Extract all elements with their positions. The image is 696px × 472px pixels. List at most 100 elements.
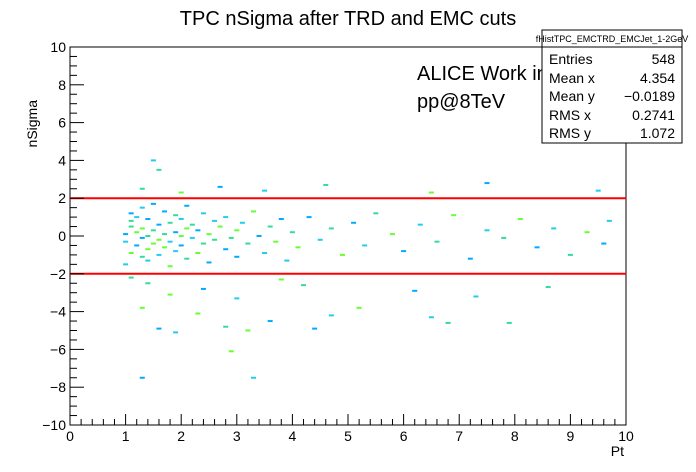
- data-point: [401, 250, 407, 253]
- data-point: [139, 206, 145, 209]
- data-point: [328, 227, 334, 230]
- y-tick-label: 10: [50, 39, 66, 55]
- y-tick-label: −2: [50, 266, 66, 282]
- data-point: [584, 231, 590, 234]
- data-point: [156, 327, 162, 330]
- data-point: [184, 204, 190, 207]
- annotation-pp: pp@8TeV: [417, 91, 506, 113]
- stats-value-rms-y: 1.072: [640, 125, 675, 141]
- data-point: [295, 246, 301, 249]
- data-point: [167, 221, 173, 224]
- data-point: [173, 250, 179, 253]
- x-tick-label: 7: [455, 428, 463, 444]
- data-point: [223, 216, 229, 219]
- data-point: [278, 217, 284, 220]
- data-point: [128, 225, 134, 228]
- x-tick-label: 5: [344, 428, 352, 444]
- stats-label-rms-x: RMS x: [549, 107, 591, 123]
- data-point: [234, 297, 240, 300]
- y-tick-label: −6: [50, 341, 66, 357]
- data-point: [156, 223, 162, 226]
- x-tick-label: 3: [233, 428, 241, 444]
- data-point: [595, 189, 601, 192]
- data-point: [467, 257, 473, 260]
- data-point: [128, 212, 134, 215]
- data-point: [284, 259, 290, 262]
- data-point: [128, 276, 134, 279]
- data-point: [484, 182, 490, 185]
- data-point: [123, 233, 129, 236]
- data-point: [184, 227, 190, 230]
- plot-frame: [69, 46, 627, 426]
- stats-value-mean-x: 4.354: [640, 70, 675, 86]
- data-point: [312, 327, 318, 330]
- data-point: [217, 185, 223, 188]
- data-point: [250, 210, 256, 213]
- y-tick-label: −8: [50, 379, 66, 395]
- data-point: [178, 217, 184, 220]
- data-point: [145, 235, 151, 237]
- data-point: [417, 223, 423, 226]
- y-axis-label: nSigma: [24, 100, 40, 148]
- data-point: [273, 240, 279, 243]
- data-point: [200, 287, 206, 290]
- chart-title: TPC nSigma after TRD and EMC cuts: [180, 8, 516, 30]
- data-point: [228, 350, 234, 353]
- data-point: [239, 221, 245, 224]
- x-axis: 0 1 2 3 4 5 6 7 8 9 10: [66, 414, 634, 444]
- data-point: [606, 219, 612, 222]
- data-point: [223, 248, 229, 251]
- data-point: [428, 191, 434, 194]
- data-point: [517, 217, 523, 220]
- data-point: [362, 244, 368, 247]
- data-point: [534, 246, 540, 249]
- data-point: [351, 221, 357, 224]
- data-point: [245, 242, 251, 245]
- data-point: [217, 225, 223, 228]
- y-tick-label: 6: [58, 115, 66, 131]
- data-point: [139, 187, 145, 190]
- y-tick-label: 0: [58, 228, 66, 244]
- data-point: [150, 202, 156, 205]
- data-point: [501, 236, 507, 239]
- x-tick-label: 6: [400, 428, 408, 444]
- x-tick-label: 8: [511, 428, 519, 444]
- data-point: [412, 289, 418, 292]
- stats-label-mean-y: Mean y: [549, 88, 595, 104]
- x-axis-label: Pt: [611, 443, 624, 459]
- data-point: [173, 231, 179, 234]
- data-point: [445, 321, 451, 324]
- data-point: [134, 244, 140, 247]
- data-point: [173, 214, 179, 217]
- y-tick-label: −4: [50, 304, 66, 320]
- data-point: [156, 168, 162, 171]
- data-point: [473, 295, 479, 298]
- data-point: [195, 252, 201, 255]
- data-point: [128, 219, 134, 222]
- data-point: [139, 255, 145, 258]
- data-point: [150, 242, 156, 245]
- data-point: [278, 278, 284, 281]
- data-point: [256, 235, 262, 237]
- data-point: [262, 252, 268, 255]
- data-point: [262, 189, 268, 192]
- data-point: [167, 293, 173, 296]
- data-point: [389, 233, 395, 236]
- data-point: [545, 286, 551, 289]
- stats-box: fHistTPC_EMCTRD_EMCJet_1-2GeV Entries 54…: [536, 29, 688, 144]
- x-tick-label: 9: [567, 428, 575, 444]
- data-point: [228, 236, 234, 239]
- data-point: [339, 253, 345, 256]
- data-point: [162, 210, 168, 213]
- data-point: [301, 284, 307, 287]
- data-point: [162, 233, 168, 236]
- data-point: [451, 214, 457, 217]
- data-point: [134, 231, 140, 234]
- x-tick-label: 0: [66, 428, 74, 444]
- data-point: [162, 246, 168, 249]
- cut-lines: [70, 197, 626, 275]
- stats-value-mean-y: −0.0189: [624, 88, 675, 104]
- data-point: [145, 259, 151, 262]
- data-point: [267, 320, 273, 323]
